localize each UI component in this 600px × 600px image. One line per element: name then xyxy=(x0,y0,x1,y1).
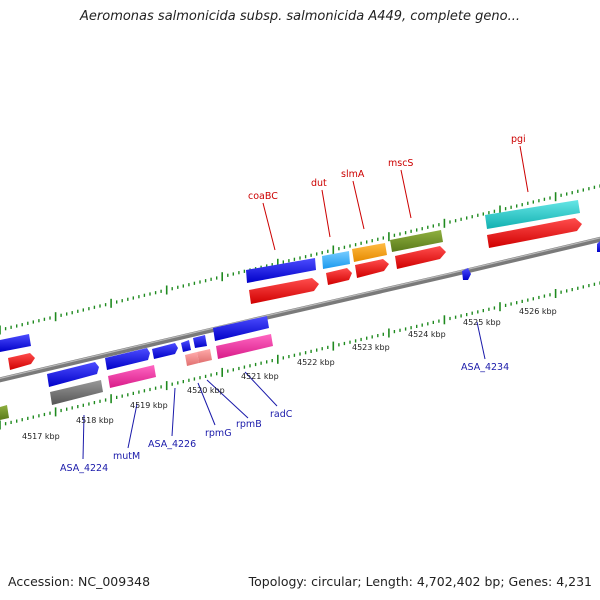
tick-label: 4526 kbp xyxy=(519,307,557,316)
gene-ASA_4224[interactable] xyxy=(47,362,99,387)
label-dut[interactable]: dut xyxy=(311,178,327,189)
label-mutM[interactable]: mutM xyxy=(113,451,140,462)
gene-red-5[interactable] xyxy=(487,218,582,248)
accession-text: Accession: NC_009348 xyxy=(8,574,151,589)
label-ASA_4226[interactable]: ASA_4226 xyxy=(148,439,196,450)
tick-label: 4518 kbp xyxy=(76,416,114,425)
label-rpmG[interactable]: rpmG xyxy=(205,428,232,439)
label-ASA_4224[interactable]: ASA_4224 xyxy=(60,463,108,474)
tick-label: 4523 kbp xyxy=(352,343,390,352)
gene-rpmG[interactable] xyxy=(185,352,199,366)
gene-edge-blue[interactable] xyxy=(597,241,600,252)
gene-dut[interactable] xyxy=(322,251,350,269)
gene-small-2[interactable] xyxy=(193,335,207,348)
gene-left-olive[interactable] xyxy=(0,405,9,420)
gene-small-blue[interactable] xyxy=(462,268,471,280)
gene-ASA_4224-grey[interactable] xyxy=(50,380,103,405)
gene-track-lower[interactable] xyxy=(0,316,273,420)
tick-label: 4517 kbp xyxy=(22,432,60,441)
label-coaBC[interactable]: coaBC xyxy=(248,191,278,202)
gene-ASA_4226[interactable] xyxy=(152,343,178,359)
gene-slmA[interactable] xyxy=(352,243,387,262)
genome-backbone-highlight xyxy=(0,237,600,379)
topology-summary: Topology: circular; Length: 4,702,402 bp… xyxy=(248,574,592,589)
label-ASA_4234[interactable]: ASA_4234 xyxy=(461,362,509,373)
tick-label: 4520 kbp xyxy=(187,386,225,395)
gene-small-1[interactable] xyxy=(181,340,191,352)
genome-backbone xyxy=(0,236,600,383)
gene-mutM-blue[interactable] xyxy=(105,348,150,370)
gene-red-4[interactable] xyxy=(395,246,446,269)
gene-track-upper[interactable] xyxy=(246,200,600,304)
gene-rpmB[interactable] xyxy=(197,349,212,363)
gene-left-red[interactable] xyxy=(8,353,35,370)
tick-label: 4524 kbp xyxy=(408,330,446,339)
gene-mscS[interactable] xyxy=(390,230,443,252)
gene-left-blue[interactable] xyxy=(0,334,31,352)
gene-pgi[interactable] xyxy=(485,200,580,229)
tick-labels: 4517 kbp 4518 kbp 4519 kbp 4520 kbp 4521… xyxy=(22,307,557,441)
tick-label: 4519 kbp xyxy=(130,401,168,410)
gene-red-2[interactable] xyxy=(326,268,352,285)
map-title: Aeromonas salmonicida subsp. salmonicida… xyxy=(80,9,520,24)
label-mscS[interactable]: mscS xyxy=(388,158,413,169)
label-rpmB[interactable]: rpmB xyxy=(236,419,262,430)
leader-lines xyxy=(82,145,529,460)
gene-mutM[interactable] xyxy=(108,365,156,388)
gene-coaBC-red[interactable] xyxy=(249,278,319,304)
gene-radC-blue[interactable] xyxy=(213,316,269,341)
tick-label: 4525 kbp xyxy=(463,318,501,327)
bottom-tick-row xyxy=(0,281,600,430)
label-radC[interactable]: radC xyxy=(270,409,293,420)
label-pgi[interactable]: pgi xyxy=(511,134,526,145)
gene-labels: coaBC dut slmA mscS pgi ASA_4224 mutM AS… xyxy=(60,134,526,474)
tick-label: 4522 kbp xyxy=(297,358,335,367)
label-slmA[interactable]: slmA xyxy=(341,169,365,180)
gene-coaBC-blue[interactable] xyxy=(246,258,316,283)
gene-radC[interactable] xyxy=(216,334,273,359)
top-tick-row xyxy=(0,184,600,335)
gene-red-3[interactable] xyxy=(355,259,389,278)
tick-label: 4521 kbp xyxy=(241,372,279,381)
